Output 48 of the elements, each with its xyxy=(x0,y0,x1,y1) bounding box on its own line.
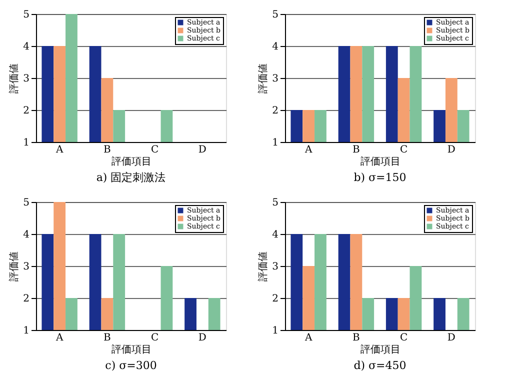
x-tick-label: D xyxy=(198,332,206,344)
y-tick-label: 3 xyxy=(23,74,30,84)
text: b) σ=150 xyxy=(354,171,406,184)
x-tick-label: C xyxy=(400,144,408,156)
x-axis-title: 評価項目 xyxy=(112,156,152,168)
x-tick-label: D xyxy=(447,144,456,156)
x-tick-label: A xyxy=(54,332,64,344)
x-tick-label: D xyxy=(447,332,456,344)
y-axis-title: 評価値 xyxy=(8,252,20,282)
y-tick-label: 1 xyxy=(23,326,30,336)
y-tick-label: 5 xyxy=(23,10,30,20)
x-axis-title: 評価項目 xyxy=(360,156,400,168)
x-tick-label: B xyxy=(352,144,360,156)
x-tick-label: A xyxy=(54,144,64,156)
x-axis-title: 評価項目 xyxy=(112,344,152,356)
y-axis-title: 評価値 xyxy=(257,64,270,94)
y-axis-title: 評価値 xyxy=(8,64,20,94)
text: a) 固定刺激法 xyxy=(96,171,166,184)
y-tick-label: 3 xyxy=(272,262,278,272)
x-tick-label: C xyxy=(150,144,159,156)
x-tick-label: A xyxy=(304,144,313,156)
x-tick-label: B xyxy=(352,332,360,344)
x-tick-label: C xyxy=(150,332,159,344)
y-tick-label: 1 xyxy=(272,138,278,148)
y-tick-label: 2 xyxy=(272,294,278,304)
x-tick-label: C xyxy=(400,332,408,344)
y-tick-label: 4 xyxy=(272,230,278,240)
y-tick-label: 4 xyxy=(23,42,30,52)
x-tick-label: B xyxy=(104,144,111,156)
y-tick-label: 5 xyxy=(272,10,278,20)
y-tick-label: 3 xyxy=(23,262,30,272)
y-tick-label: 5 xyxy=(272,198,278,208)
text: c) σ=300 xyxy=(105,359,157,372)
text: d) σ=450 xyxy=(354,359,406,372)
y-tick-label: 1 xyxy=(272,326,278,336)
x-tick-label: B xyxy=(104,332,111,344)
y-tick-label: 4 xyxy=(23,230,30,240)
y-tick-label: 2 xyxy=(23,294,30,304)
x-axis-title: 評価項目 xyxy=(360,344,400,356)
x-tick-label: D xyxy=(198,144,206,156)
y-tick-label: 1 xyxy=(23,138,30,148)
y-tick-label: 5 xyxy=(23,198,30,208)
y-axis-title: 評価値 xyxy=(257,252,270,282)
x-tick-label: A xyxy=(304,332,313,344)
y-tick-label: 3 xyxy=(272,74,278,84)
y-tick-label: 2 xyxy=(272,106,278,116)
y-tick-label: 4 xyxy=(272,42,278,52)
y-tick-label: 2 xyxy=(23,106,30,116)
